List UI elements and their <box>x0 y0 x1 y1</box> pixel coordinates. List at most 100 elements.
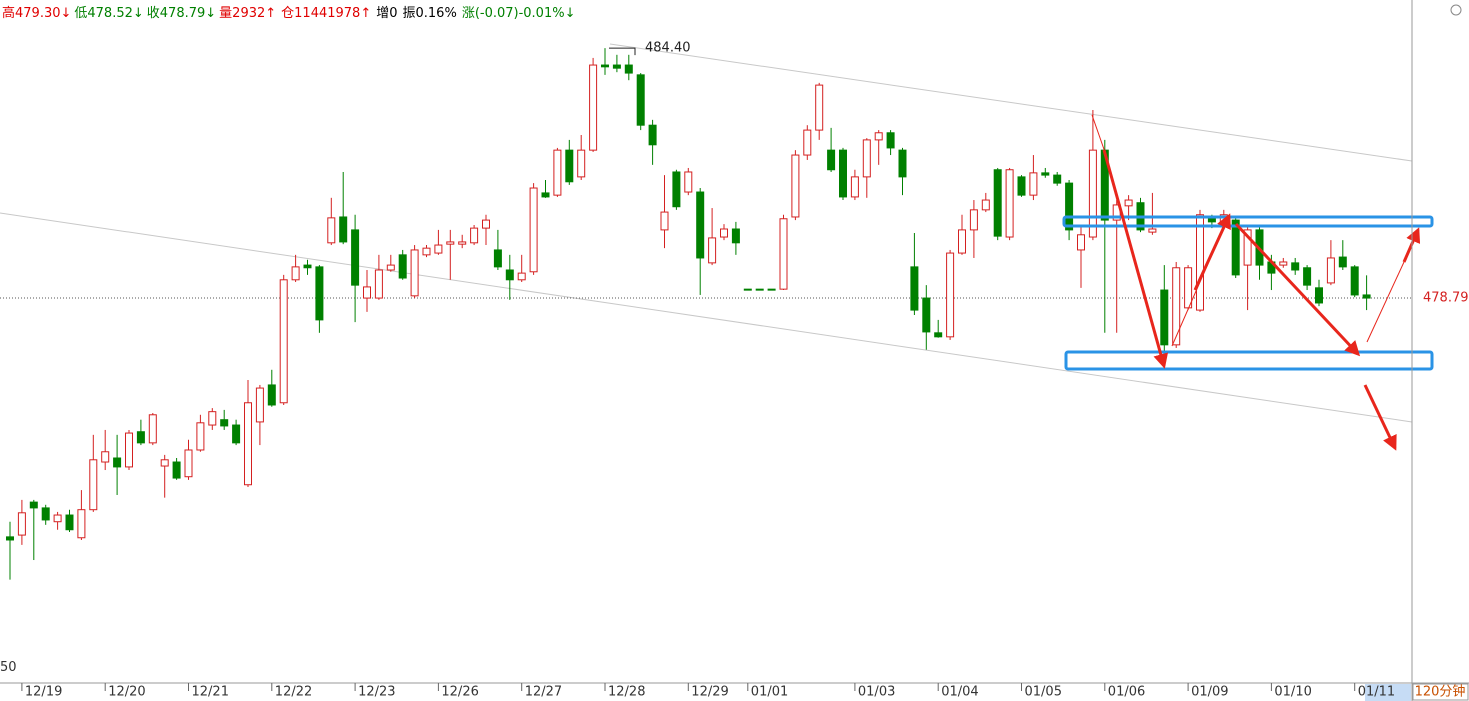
candle-body <box>41 507 50 521</box>
arrow <box>1366 261 1405 343</box>
candle-body <box>517 272 526 281</box>
candle-body <box>291 266 300 281</box>
candle-body <box>791 154 800 218</box>
x-tick-label: 01/01 <box>751 685 788 700</box>
max-marker <box>609 47 636 56</box>
arrow <box>1193 213 1231 291</box>
header-item: 增0 <box>376 6 397 21</box>
arrows <box>1091 114 1421 451</box>
x-tick-label: 12/29 <box>691 685 728 700</box>
candle-body <box>684 171 693 193</box>
candle-body <box>1160 289 1169 346</box>
candle-body <box>1326 257 1335 284</box>
x-tick-label: 12/19 <box>25 685 62 700</box>
candle-body <box>220 419 229 427</box>
candle-body <box>172 461 181 479</box>
candle-body <box>946 252 955 338</box>
candle-body <box>850 176 859 198</box>
period-label[interactable]: 120分钟 <box>1415 684 1466 700</box>
candle-body <box>458 241 467 245</box>
candle-body <box>743 288 752 291</box>
header-item: 仓11441978↑ <box>281 6 371 21</box>
candle-body <box>303 264 312 269</box>
candle-body <box>922 297 931 333</box>
plot-area <box>0 47 1412 580</box>
arrow <box>1363 384 1397 451</box>
x-tick-label: 01/05 <box>1025 685 1062 700</box>
candle-body <box>612 64 621 69</box>
settings-icon[interactable] <box>1450 4 1462 16</box>
candle-body <box>981 199 990 211</box>
candle-body <box>839 149 847 198</box>
x-tick-label: 12/28 <box>608 685 645 700</box>
candle-body <box>565 149 574 183</box>
candle-body <box>731 228 740 244</box>
candle-body <box>374 269 383 299</box>
candle-body <box>1041 172 1050 176</box>
arrow <box>1234 222 1361 357</box>
candle-body <box>422 247 431 256</box>
candle-body <box>862 139 871 178</box>
candle-body <box>1017 176 1026 196</box>
cursor-highlight <box>1365 684 1411 701</box>
candle-body <box>1338 256 1347 268</box>
candle-body <box>160 459 169 467</box>
candle-body <box>351 229 360 286</box>
arrow <box>1102 149 1169 369</box>
candle-body <box>624 64 633 74</box>
period-box[interactable] <box>1412 683 1469 701</box>
header-item: 高479.30↓ <box>2 5 71 21</box>
header-item: 收478.79↓ <box>147 6 216 21</box>
candle-body <box>398 254 407 279</box>
candle-body <box>53 514 62 523</box>
candle-body <box>17 512 26 536</box>
candle-body <box>553 149 562 196</box>
x-tick-label: 12/22 <box>275 685 312 700</box>
candle-body <box>767 288 776 291</box>
candle-body <box>315 266 324 321</box>
max-label: 484.40 <box>645 41 691 56</box>
candle-body <box>6 536 14 541</box>
candle-body <box>779 218 788 290</box>
candle-body <box>1053 174 1062 184</box>
candle-body <box>898 149 907 178</box>
candle-body <box>148 414 157 444</box>
candle-body <box>89 459 98 511</box>
candle-body <box>1231 219 1240 276</box>
arrow <box>1091 114 1107 156</box>
x-tick-label: 01/04 <box>941 685 978 700</box>
x-tick-label: 12/20 <box>108 685 145 700</box>
candle-body <box>101 451 110 463</box>
candle-body <box>482 219 490 229</box>
x-tick-label: 01/10 <box>1274 685 1311 700</box>
candle-body <box>470 227 479 244</box>
zone-box <box>1062 215 1434 228</box>
candle-body <box>577 149 586 178</box>
candle-body <box>1303 267 1312 286</box>
candle-body <box>493 249 502 268</box>
candle-body <box>815 84 824 131</box>
candle-body <box>672 171 681 208</box>
candle-body <box>1005 169 1014 238</box>
candle-body <box>708 237 717 264</box>
x-tick-label: 12/26 <box>441 685 478 700</box>
x-tick-label: 01/11 <box>1358 685 1395 700</box>
candle-body <box>446 241 455 245</box>
candle-body <box>339 216 348 243</box>
candle-body <box>410 249 419 297</box>
candle-body <box>327 217 336 244</box>
candle-body <box>505 269 514 281</box>
arrow <box>1402 227 1421 263</box>
candle-body <box>660 211 669 231</box>
candle-body <box>279 279 288 404</box>
trend-line <box>609 43 1413 162</box>
candle-body <box>184 449 193 478</box>
x-tick-label: 01/09 <box>1191 685 1228 700</box>
candle-body <box>1315 287 1323 304</box>
zone-box <box>1064 350 1434 371</box>
candle-body <box>993 169 1002 237</box>
candle-body <box>196 422 205 451</box>
candle-body <box>77 509 86 539</box>
